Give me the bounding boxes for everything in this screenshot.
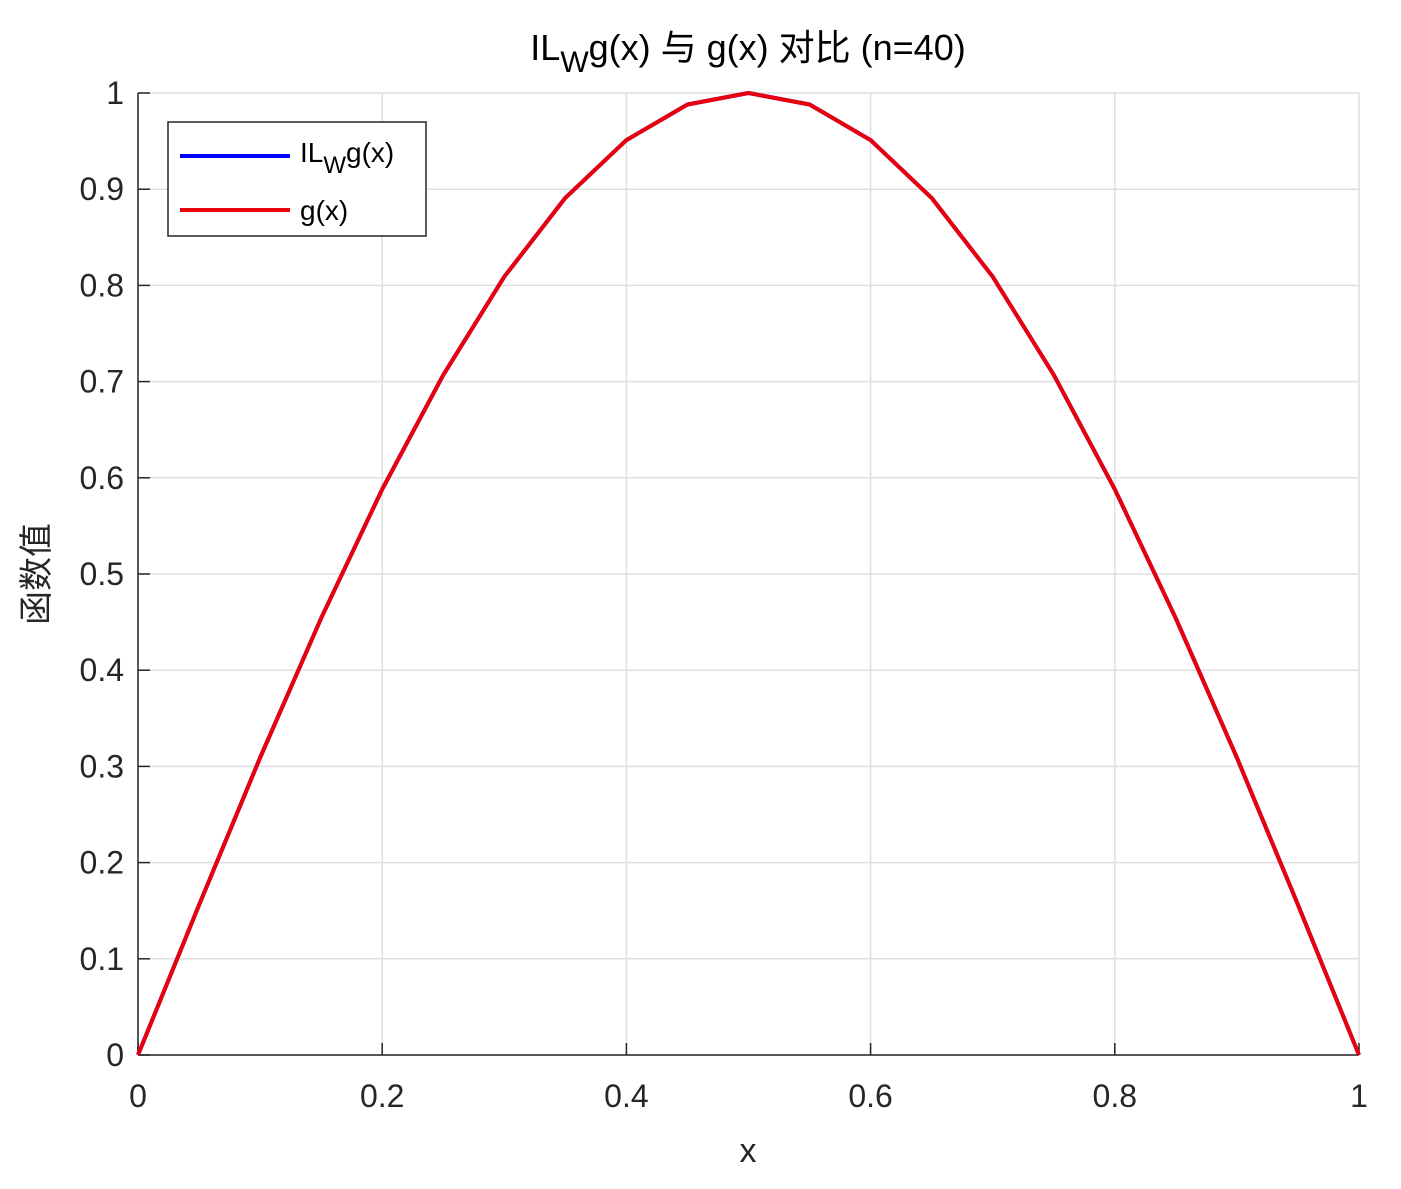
y-tick-label-6: 0.6 bbox=[80, 460, 124, 496]
legend: ILWg(x) g(x) bbox=[167, 121, 427, 237]
y-tick-label-4: 0.4 bbox=[80, 652, 124, 688]
y-tick-label-2: 0.2 bbox=[80, 845, 124, 881]
y-tick-labels: 0 0.1 0.2 0.3 0.4 0.5 0.6 0.7 0.8 0.9 1 bbox=[80, 75, 124, 1073]
legend-label-g: g(x) bbox=[300, 195, 348, 226]
y-tick-label-3: 0.3 bbox=[80, 748, 124, 784]
legend-label-ilwg: ILWg(x) bbox=[300, 137, 394, 179]
x-tick-label-0: 0 bbox=[129, 1078, 147, 1114]
y-tick-label-7: 0.7 bbox=[80, 364, 124, 400]
x-axis-title: x bbox=[740, 1132, 757, 1170]
y-tick-label-9: 0.9 bbox=[80, 171, 124, 207]
x-tick-label-5: 1 bbox=[1350, 1078, 1368, 1114]
series-line-1 bbox=[136, 91, 1361, 1056]
x-tick-labels: 0 0.2 0.4 0.6 0.8 1 bbox=[129, 1078, 1368, 1114]
y-axis-title: 函数值 bbox=[18, 523, 56, 625]
series-lines bbox=[136, 91, 1361, 1056]
y-tick-label-1: 0.1 bbox=[80, 941, 124, 977]
x-tick-label-2: 0.4 bbox=[604, 1078, 648, 1114]
x-tick-label-3: 0.6 bbox=[848, 1078, 892, 1114]
y-tick-label-0: 0 bbox=[106, 1037, 124, 1073]
y-tick-label-5: 0.5 bbox=[80, 556, 124, 592]
chart-title: ILWg(x) 与 g(x) 对比 (n=40) bbox=[530, 27, 965, 79]
x-tick-label-4: 0.8 bbox=[1093, 1078, 1137, 1114]
legend-box bbox=[167, 121, 427, 237]
y-tick-label-10: 1 bbox=[106, 75, 124, 111]
x-tick-label-1: 0.2 bbox=[360, 1078, 404, 1114]
y-tick-label-8: 0.8 bbox=[80, 267, 124, 303]
